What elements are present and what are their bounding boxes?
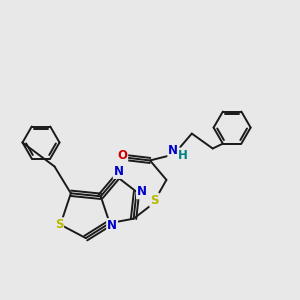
Text: S: S <box>150 194 159 207</box>
Text: S: S <box>55 218 63 231</box>
Text: H: H <box>178 148 188 162</box>
Text: O: O <box>117 149 127 163</box>
Text: N: N <box>114 165 124 178</box>
Text: N: N <box>137 185 147 198</box>
Text: N: N <box>107 219 117 232</box>
Text: N: N <box>168 144 178 158</box>
